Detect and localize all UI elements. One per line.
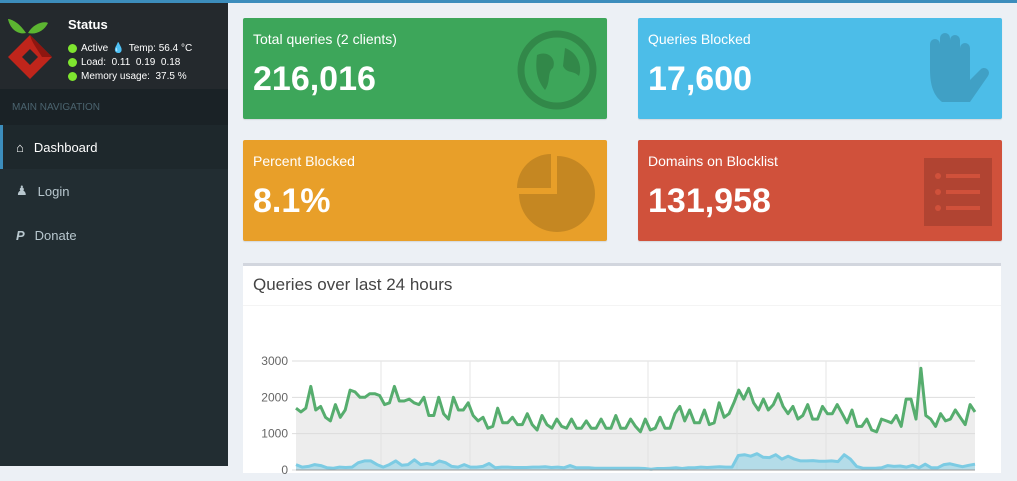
- card-value: 8.1%: [253, 182, 331, 220]
- list-icon: [924, 158, 992, 226]
- chart-title: Queries over last 24 hours: [243, 266, 1001, 306]
- series-line-0: [295, 366, 977, 434]
- card-label: Percent Blocked: [253, 153, 355, 169]
- status-load: Load: 0.11 0.19 0.18: [68, 57, 180, 68]
- card-queries-blocked[interactable]: Queries Blocked 17,600: [638, 18, 1002, 119]
- y-tick-label: 2000: [261, 390, 288, 404]
- flame-icon: 💧: [112, 43, 125, 54]
- nav-header: MAIN NAVIGATION: [0, 89, 228, 125]
- memory-dot-icon: [68, 72, 77, 81]
- y-tick-label: 0: [281, 463, 288, 476]
- card-value: 216,016: [253, 60, 376, 98]
- load-dot-icon: [68, 58, 77, 67]
- sidebar: Status Active 💧 Temp: 56.4 °C Load: 0.11 0…: [0, 3, 228, 466]
- queries-chart: 010002000300022:0001:0004:0007:0010:0013…: [261, 354, 977, 481]
- temperature: Temp: 56.4 °C: [128, 43, 193, 54]
- status-active: Active 💧 Temp: 56.4 °C: [68, 43, 192, 54]
- home-icon: ⌂: [16, 139, 24, 155]
- active-dot-icon: [68, 44, 77, 53]
- series-area-0: [296, 368, 975, 470]
- nav-label: Dashboard: [33, 139, 98, 155]
- y-tick-label: 3000: [261, 354, 288, 368]
- y-tick-label: 1000: [261, 427, 288, 441]
- active-label: Active: [81, 43, 109, 54]
- load-values: Load: 0.11 0.19 0.18: [81, 57, 181, 68]
- status-title: Status: [68, 17, 108, 32]
- card-total-queries[interactable]: Total queries (2 clients) 216,016: [243, 18, 607, 119]
- globe-icon: [517, 30, 597, 110]
- card-domains-blocklist[interactable]: Domains on Blocklist 131,958: [638, 140, 1002, 241]
- pie-chart-icon: [517, 154, 595, 232]
- queries-chart-box: Queries over last 24 hours 0 1000 2000 3000…: [243, 263, 1001, 481]
- memory-usage: Memory usage: 37.5 %: [81, 71, 187, 82]
- nav-label: Donate: [34, 227, 77, 243]
- user-icon: ♟: [16, 183, 28, 198]
- nav-label: Login: [37, 183, 70, 199]
- status-memory: Memory usage: 37.5 %: [68, 71, 187, 82]
- hand-icon: [930, 33, 989, 102]
- card-label: Queries Blocked: [648, 31, 751, 47]
- card-percent-blocked[interactable]: Percent Blocked 8.1%: [243, 140, 607, 241]
- top-bar: [0, 0, 1017, 3]
- nav-item-dashboard[interactable]: ⌂ Dashboard: [0, 125, 228, 169]
- pihole-logo-icon: [8, 19, 52, 79]
- card-label: Total queries (2 clients): [253, 31, 397, 47]
- card-value: 17,600: [648, 60, 752, 98]
- card-label: Domains on Blocklist: [648, 153, 778, 169]
- nav-item-login[interactable]: ♟ Login: [0, 169, 228, 213]
- card-value: 131,958: [648, 182, 771, 220]
- status-panel: Status Active 💧 Temp: 56.4 °C Load: 0.11 0…: [0, 3, 228, 89]
- nav-item-donate[interactable]: P Donate: [0, 213, 228, 257]
- paypal-icon: P: [16, 227, 25, 243]
